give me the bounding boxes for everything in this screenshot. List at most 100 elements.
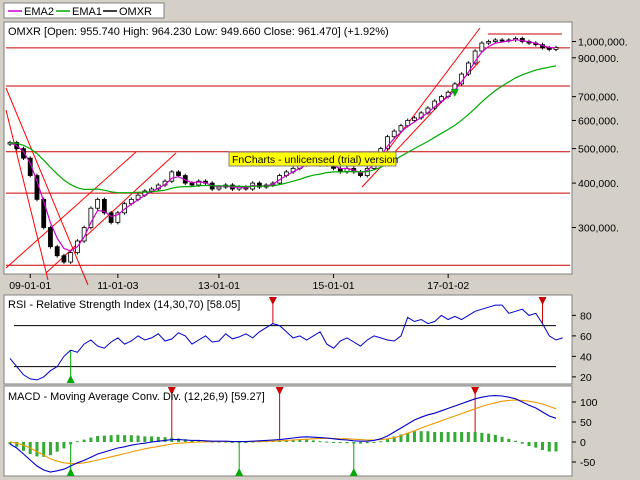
price-axis-label: 700,000.	[578, 92, 619, 104]
buy-signal-arrow	[66, 468, 75, 476]
macd-histogram-bar	[352, 442, 356, 444]
macd-histogram-bar	[392, 436, 396, 442]
price-axis-label: 600,000.	[578, 115, 619, 127]
macd-histogram-bar	[62, 442, 66, 449]
buy-signal-arrow	[235, 468, 244, 476]
series-macd-line	[9, 395, 557, 473]
rsi-panel-frame	[3, 294, 573, 385]
macd-histogram-bar	[237, 442, 241, 443]
macd-histogram-bar	[278, 440, 282, 442]
legend: EMA2 EMA1 OMXR	[0, 0, 640, 20]
macd-histogram-bar	[8, 442, 12, 444]
candle-up	[196, 180, 202, 186]
macd-histogram-bar	[460, 432, 464, 442]
trial-watermark-box	[228, 151, 397, 167]
candle-up	[115, 212, 121, 223]
macd-histogram-bar	[406, 432, 410, 442]
sell-signal-arrow	[275, 387, 284, 395]
candle-down	[257, 182, 262, 188]
macd-histogram-bar	[311, 440, 315, 442]
candle-down	[54, 246, 60, 257]
buy-signal-arrow	[349, 468, 358, 476]
candle-down	[34, 175, 40, 200]
macd-histogram-bar	[385, 439, 389, 442]
candle-down	[61, 255, 67, 263]
macd-histogram-bar	[379, 441, 383, 443]
series-rsi-line	[9, 304, 563, 381]
rsi-axis-label: 60	[580, 331, 592, 343]
macd-histogram-bar	[365, 442, 369, 444]
macd-histogram-bar	[372, 442, 376, 443]
buy-signal-arrow	[450, 88, 459, 97]
macd-histogram-bar	[177, 438, 181, 442]
candle-down	[189, 182, 195, 186]
legend-ema1-label: EMA1	[72, 6, 102, 18]
sell-signal-arrow	[471, 387, 480, 395]
date-axis-label: 09-01-01	[9, 280, 51, 292]
legend-ema2-label: EMA2	[24, 6, 54, 18]
macd-histogram-bar	[453, 432, 457, 442]
sell-signal-arrow	[538, 297, 547, 305]
price-axis-label: 500,000.	[578, 144, 619, 156]
macd-histogram-bar	[284, 440, 288, 442]
macd-histogram-bar	[230, 442, 234, 443]
candle-up	[81, 227, 87, 242]
macd-histogram-bar	[507, 438, 511, 442]
macd-histogram-bar	[102, 435, 106, 442]
buy-signal-arrow	[66, 375, 75, 383]
candle-up	[68, 252, 74, 263]
candle-up	[216, 186, 222, 190]
macd-histogram-bar	[136, 435, 140, 442]
macd-axis-label: 100	[580, 397, 598, 409]
legend-omxr-label: OMXR	[119, 6, 152, 18]
macd-histogram-bar	[473, 432, 477, 442]
macd-histogram-bar	[305, 439, 309, 442]
candle-up	[486, 41, 491, 44]
sell-signal-arrow	[167, 387, 176, 395]
candle-up	[479, 42, 485, 52]
candle-up	[391, 130, 397, 138]
macd-histogram-bar	[412, 431, 416, 442]
series-ema1-line	[9, 65, 557, 194]
price-panel: OMXR [Open: 955.740 High: 964.230 Low: 9…	[3, 21, 628, 292]
trendline	[5, 109, 49, 281]
macd-histogram-bar	[190, 440, 194, 442]
macd-histogram-bar	[500, 436, 504, 442]
macd-histogram-bar	[487, 433, 491, 442]
macd-histogram-bar	[439, 432, 443, 442]
macd-histogram-bar	[419, 431, 423, 442]
macd-histogram-bar	[55, 442, 59, 452]
candle-up	[492, 39, 498, 42]
price-axis-label: 400,000.	[578, 178, 619, 190]
trendline	[5, 151, 137, 269]
date-axis-label: 11-01-03	[97, 280, 138, 292]
trendline	[5, 87, 89, 286]
macd-histogram-bar	[399, 434, 403, 442]
macd-histogram-bar	[493, 434, 497, 442]
price-panel-title: OMXR [Open: 955.740 High: 964.230 Low: 9…	[8, 26, 389, 38]
macd-histogram-bar	[109, 435, 113, 442]
rsi-axis-label: 40	[580, 351, 592, 363]
trial-watermark: FnCharts - unlicensed (trial) version	[232, 154, 398, 166]
macd-histogram-bar	[183, 439, 187, 442]
macd-histogram-bar	[48, 442, 52, 456]
macd-histogram-bar	[244, 442, 248, 443]
price-axis-label: 900,000.	[578, 53, 619, 65]
macd-histogram-bar	[338, 442, 342, 443]
trendline	[377, 27, 481, 164]
macd-histogram-bar	[82, 439, 86, 442]
macd-histogram-bar	[480, 432, 484, 442]
macd-histogram-bar	[116, 434, 120, 442]
macd-histogram-bar	[318, 441, 322, 443]
price-axis-label: 300,000.	[578, 223, 619, 235]
series-ema2-line	[9, 39, 557, 252]
macd-axis-label: -50	[580, 457, 595, 469]
macd-histogram-bar	[69, 442, 73, 445]
macd-histogram-bar	[89, 437, 93, 442]
series-signal-line	[9, 399, 557, 465]
candle-up	[398, 125, 404, 132]
macd-histogram-bar	[426, 431, 430, 442]
macd-histogram-bar	[123, 435, 127, 442]
macd-histogram-bar	[150, 436, 154, 442]
